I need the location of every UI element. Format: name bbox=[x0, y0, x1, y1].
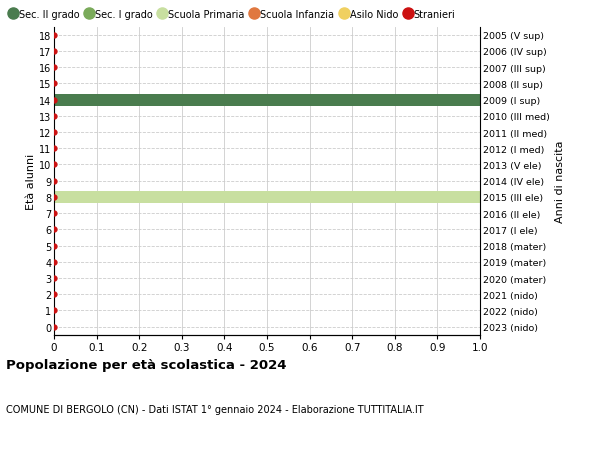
Text: Popolazione per età scolastica - 2024: Popolazione per età scolastica - 2024 bbox=[6, 358, 287, 371]
Bar bbox=[54, 94, 480, 106]
Y-axis label: Età alunni: Età alunni bbox=[26, 153, 36, 209]
Text: COMUNE DI BERGOLO (CN) - Dati ISTAT 1° gennaio 2024 - Elaborazione TUTTITALIA.IT: COMUNE DI BERGOLO (CN) - Dati ISTAT 1° g… bbox=[6, 404, 424, 414]
Y-axis label: Anni di nascita: Anni di nascita bbox=[555, 140, 565, 223]
Bar bbox=[54, 191, 480, 203]
Legend: Sec. II grado, Sec. I grado, Scuola Primaria, Scuola Infanzia, Asilo Nido, Stran: Sec. II grado, Sec. I grado, Scuola Prim… bbox=[10, 10, 455, 20]
